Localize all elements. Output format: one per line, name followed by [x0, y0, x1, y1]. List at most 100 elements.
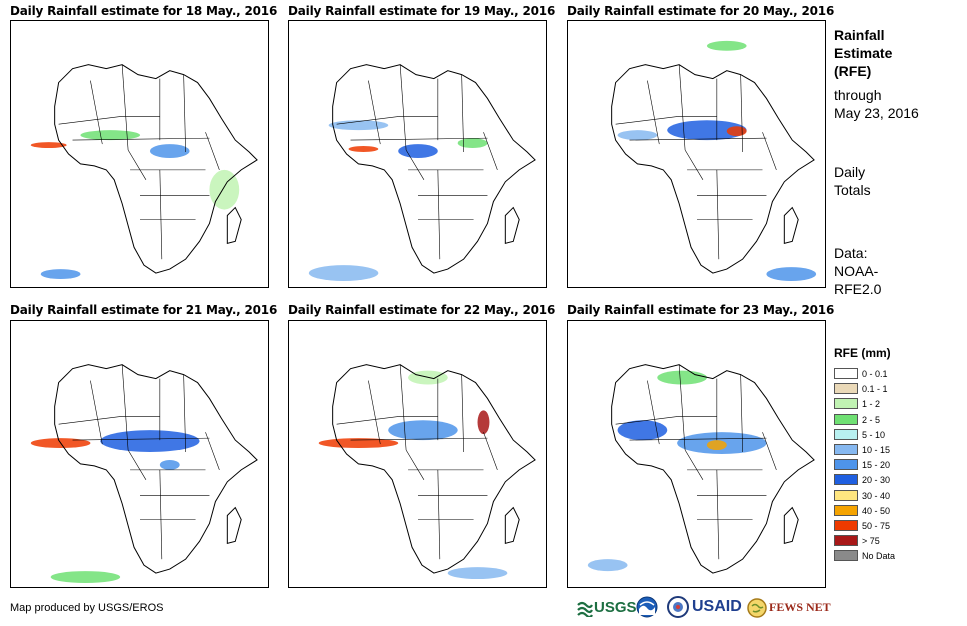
coastline	[783, 206, 799, 244]
coastline	[54, 364, 258, 574]
panel-title-21-may: Daily Rainfall estimate for 21 May., 201…	[10, 303, 278, 317]
legend-swatch	[834, 535, 858, 547]
country-border	[762, 132, 777, 170]
sidebar-data-line-3: RFE2.0	[834, 281, 882, 297]
country-border	[183, 74, 186, 153]
map-credit: Map produced by USGS/EROS	[10, 602, 164, 614]
country-border	[615, 415, 717, 425]
legend-label: > 75	[862, 536, 880, 547]
legend-swatch	[834, 398, 858, 410]
country-border	[684, 149, 704, 180]
rainfall-area	[667, 120, 747, 141]
legend-swatch	[834, 504, 858, 516]
country-border	[437, 469, 441, 560]
africa-map	[30, 364, 258, 583]
country-border	[350, 137, 488, 141]
coastline	[504, 206, 520, 244]
coastline	[611, 64, 815, 274]
rainfall-area	[388, 420, 458, 441]
coastline	[332, 64, 536, 274]
legend-swatch	[834, 413, 858, 425]
country-border	[121, 364, 129, 451]
country-border	[461, 74, 464, 153]
noaa-seal-icon	[636, 596, 658, 618]
country-border	[405, 149, 425, 180]
legend-swatch	[834, 444, 858, 455]
rainfall-area	[447, 567, 508, 580]
panel-title-19-may: Daily Rainfall estimate for 19 May., 201…	[288, 4, 556, 18]
rainfall-area	[80, 130, 140, 141]
coastline	[54, 64, 258, 274]
legend-swatch	[834, 550, 858, 562]
country-border	[762, 432, 777, 470]
legend-label: 5 - 10	[862, 429, 886, 440]
sidebar-daily-line-1: Daily	[834, 164, 866, 180]
africa-map	[611, 40, 817, 282]
country-border	[483, 132, 498, 170]
sidebar-heading-line-2: Estimate	[834, 45, 893, 61]
rainfall-area	[40, 269, 81, 280]
seal-icon	[667, 596, 689, 618]
noaa-logo	[636, 596, 662, 620]
sidebar-data-line-1: Data:	[834, 245, 868, 261]
rainfall-map-21-may	[10, 320, 269, 588]
usgs-wave-icon	[577, 601, 593, 617]
country-border	[121, 64, 129, 151]
usgs-logo-text: USGS	[594, 599, 637, 616]
country-border	[405, 449, 425, 480]
africa-map	[308, 64, 536, 282]
sidebar-through-date: May 23, 2016	[834, 105, 919, 121]
fews-net-logo-text: FEWS NET	[769, 600, 831, 614]
rainfall-area	[328, 120, 389, 131]
rainfall-map-19-may	[288, 20, 547, 288]
legend-swatch	[834, 459, 858, 471]
africa-map	[30, 64, 258, 280]
country-border	[159, 469, 163, 560]
country-border	[647, 80, 660, 145]
sidebar-data-line-2: NOAA-	[834, 263, 879, 279]
legend-label: 15 - 20	[862, 460, 891, 471]
country-border	[127, 449, 147, 480]
country-border	[90, 380, 103, 445]
legend-swatch	[834, 383, 858, 395]
africa-map	[318, 364, 536, 580]
rainfall-area	[587, 559, 628, 572]
legend-swatch	[834, 368, 858, 379]
coastline	[226, 206, 242, 244]
sidebar-through-label: through	[834, 87, 882, 103]
rainfall-area	[149, 144, 190, 158]
panel-title-22-may: Daily Rainfall estimate for 22 May., 201…	[288, 303, 556, 317]
panel-title-20-may: Daily Rainfall estimate for 20 May., 201…	[567, 4, 835, 18]
country-border	[483, 432, 498, 470]
rainfall-area	[617, 130, 658, 141]
legend-label: 0.1 - 1	[862, 384, 888, 395]
usgs-logo: USGS	[577, 596, 637, 620]
country-border	[205, 132, 220, 170]
rainfall-map-22-may	[288, 320, 547, 588]
rainfall-area	[457, 138, 488, 149]
country-border	[629, 137, 767, 141]
country-border	[350, 437, 488, 441]
coastline	[783, 506, 799, 544]
rainfall-area	[348, 146, 379, 153]
legend-label: 0 - 0.1	[862, 369, 888, 379]
rainfall-area	[706, 440, 727, 451]
legend-swatch	[834, 489, 858, 501]
legend-label: No Data	[862, 551, 896, 562]
legend-swatch	[834, 474, 858, 486]
country-border	[399, 364, 407, 451]
sidebar-heading-line-1: Rainfall	[834, 27, 885, 43]
country-border	[399, 64, 407, 151]
coastline	[226, 506, 242, 544]
legend-label: 1 - 2	[862, 399, 881, 410]
rainfall-area	[50, 571, 121, 583]
country-border	[461, 374, 464, 453]
rainfall-map-20-may	[567, 20, 826, 288]
rainfall-area	[617, 420, 668, 441]
country-border	[72, 137, 210, 141]
country-border	[90, 80, 103, 145]
country-border	[629, 437, 767, 441]
sidebar-heading-line-3: (RFE)	[834, 63, 872, 79]
rainfall-area	[477, 410, 490, 435]
fews-globe-icon	[747, 598, 767, 618]
